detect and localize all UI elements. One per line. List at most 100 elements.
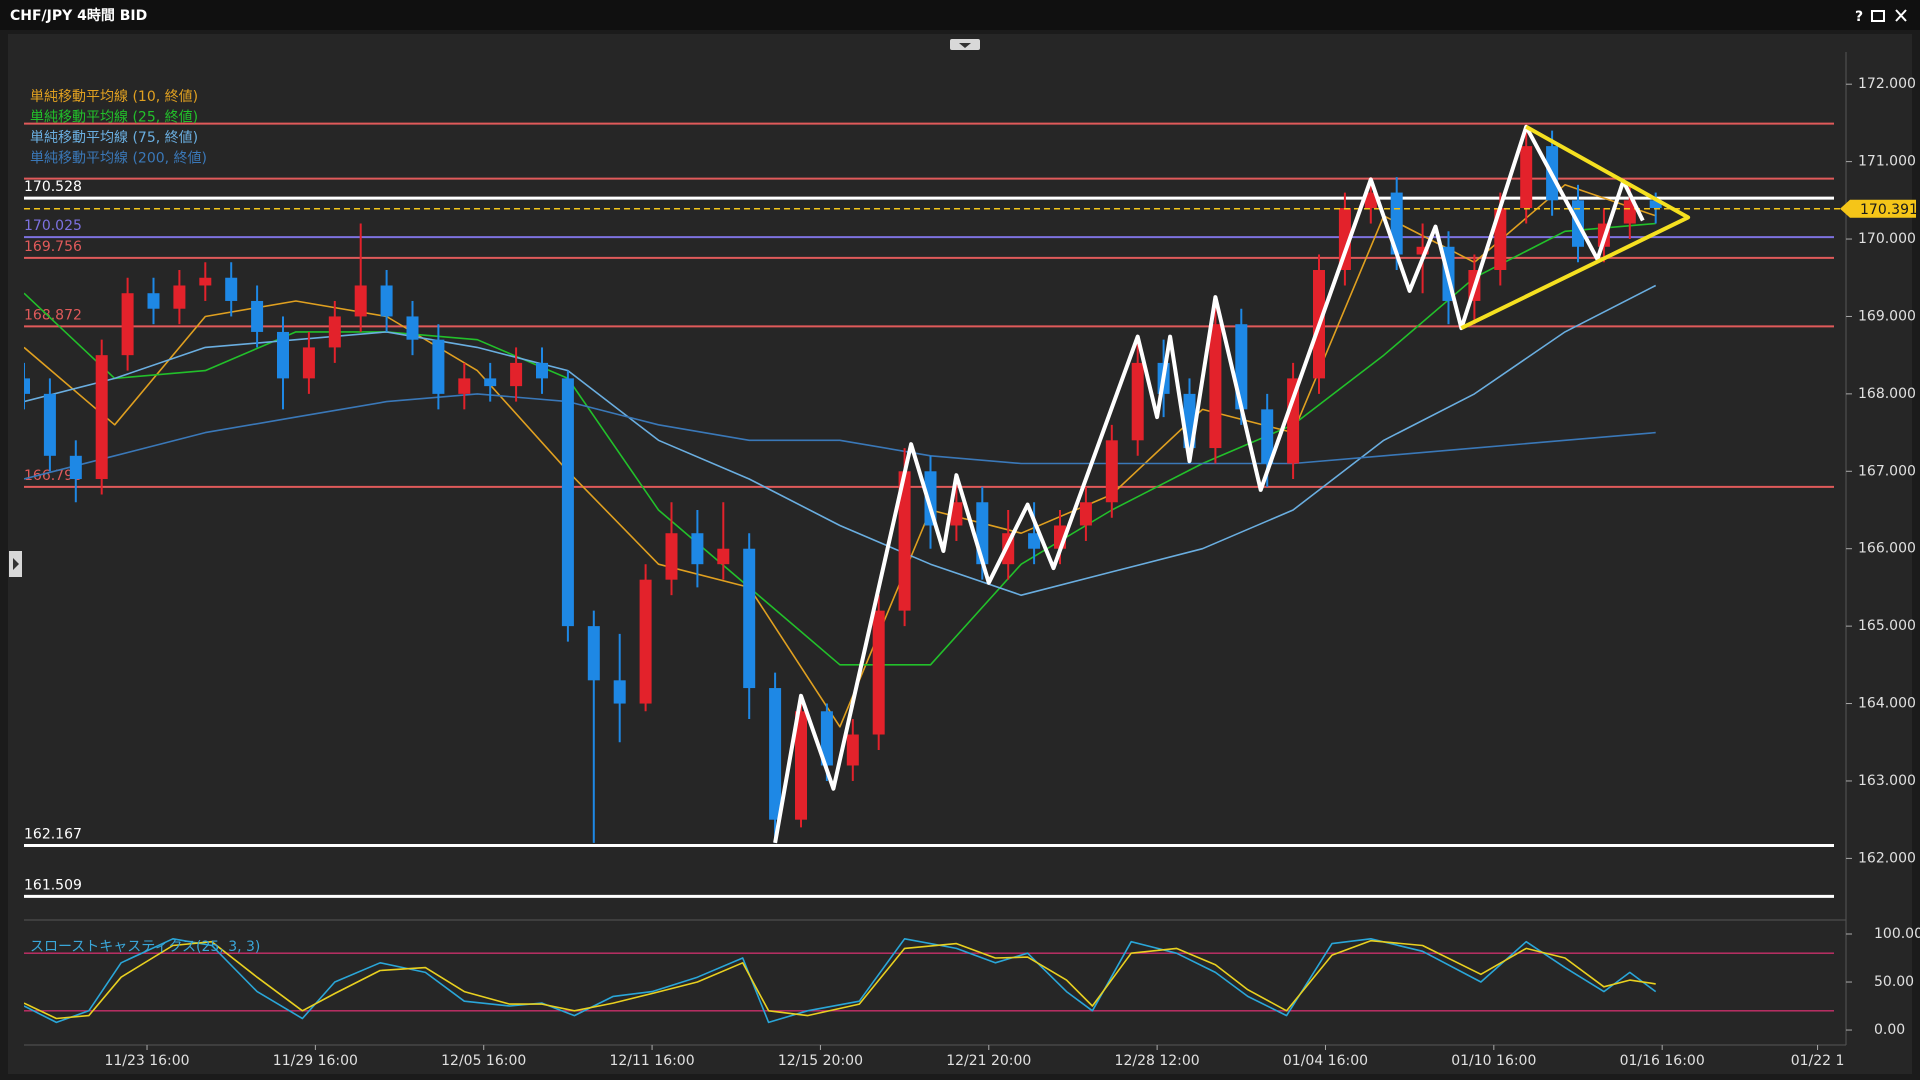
price-level-label: 168.872 [24, 307, 82, 323]
y-tick-label: 0.00 [1874, 1022, 1905, 1038]
price-level-label: 170.025 [24, 218, 82, 234]
candle-body [561, 378, 574, 627]
candle-body [1261, 409, 1274, 464]
y-tick-label: 169.000 [1858, 308, 1916, 324]
candle-body [199, 277, 212, 286]
y-tick-label: 168.000 [1858, 386, 1916, 402]
x-tick-label: 12/21 20:00 [946, 1053, 1031, 1069]
legend-entry: 単純移動平均線 (25, 終値) [30, 110, 198, 126]
y-tick-label: 163.000 [1858, 773, 1916, 789]
y-tick-label: 50.00 [1874, 974, 1914, 990]
candle-body [277, 331, 289, 379]
stochastic-title: スローストキャスティクス(25, 3, 3) [30, 939, 260, 955]
candle-body [1287, 378, 1300, 464]
candle-body [43, 393, 56, 456]
candle-body [354, 285, 367, 317]
candle-body [898, 471, 911, 611]
candle-body [639, 579, 652, 704]
y-tick-label: 167.000 [1858, 463, 1916, 479]
price-level-label: 170.528 [24, 179, 82, 195]
candle-body [950, 502, 963, 526]
candle-body [251, 300, 264, 332]
candle-body [613, 680, 626, 704]
x-tick-label: 11/29 16:00 [273, 1053, 358, 1069]
candle-body [147, 293, 160, 309]
legend-entry: 単純移動平均線 (200, 終値) [30, 151, 207, 167]
candle-body [1494, 208, 1507, 270]
candle-body [173, 285, 186, 309]
price-level-label: 161.509 [24, 877, 82, 893]
current-price-label: 170.391 [1860, 202, 1918, 218]
candle-body [587, 626, 600, 681]
candle-body [1209, 324, 1222, 449]
candle-body [872, 610, 885, 735]
candle-body [1079, 502, 1092, 526]
stochastic-line [24, 939, 1656, 1020]
x-tick-label: 01/16 16:00 [1620, 1053, 1705, 1069]
y-tick-label: 172.000 [1858, 76, 1916, 92]
y-tick-label: 165.000 [1858, 618, 1916, 634]
candle-body [1131, 362, 1144, 441]
candle-body [795, 711, 807, 820]
x-tick-label: 12/28 12:00 [1115, 1053, 1200, 1069]
candle-body [1028, 533, 1041, 549]
candle-body [458, 378, 471, 394]
candle-body [69, 455, 82, 480]
candle-body [1364, 192, 1377, 209]
candle-body [406, 316, 419, 340]
chart-area [8, 34, 1912, 1074]
axes: 170.391 162.000 163.000 164.000 165.000 166.0… [104, 76, 1920, 1069]
candle-body [121, 293, 134, 356]
moving-average [24, 222, 1656, 666]
triangle-pattern [1460, 125, 1691, 330]
y-tick-label: 171.000 [1858, 154, 1916, 170]
candle-body [95, 355, 108, 480]
maximize-button[interactable] [1871, 10, 1885, 22]
candle-body [1623, 200, 1636, 224]
x-tick-label: 11/23 16:00 [104, 1053, 189, 1069]
x-tick-label: 01/04 16:00 [1283, 1053, 1368, 1069]
candle-body [225, 277, 238, 301]
candle-body [743, 548, 756, 689]
window-title: CHF/JPY 4時間 BID [10, 7, 147, 24]
candle-body [1649, 200, 1662, 209]
legend-entry: 単純移動平均線 (75, 終値) [30, 130, 198, 146]
x-tick-label: 01/22 1 [1791, 1053, 1845, 1069]
y-tick-label: 164.000 [1858, 696, 1916, 712]
x-tick-label: 12/15 20:00 [778, 1053, 863, 1069]
candle-body [380, 285, 393, 317]
candle-body [24, 378, 30, 394]
help-button[interactable]: ? [1855, 9, 1863, 25]
candle-body [1416, 246, 1429, 255]
y-tick-label: 100.00 [1874, 926, 1920, 942]
candle-body [302, 347, 315, 379]
candle-body [769, 688, 782, 820]
price-panel: 170.528 170.025 169.756 168.872 166.798 162.1… [24, 89, 1846, 898]
zigzag-pattern [773, 124, 1645, 844]
candle-body [820, 711, 833, 766]
candle-body [691, 533, 704, 565]
close-button[interactable] [1895, 9, 1907, 22]
moving-average [24, 393, 1656, 480]
moving-average [24, 284, 1657, 596]
candle-body [1105, 440, 1118, 503]
candle-body [1338, 208, 1351, 270]
candle-body [665, 533, 678, 580]
price-level-label: 169.756 [24, 239, 82, 255]
x-tick-label: 12/11 16:00 [609, 1053, 694, 1069]
candle-body [328, 316, 341, 348]
candle-body [510, 362, 523, 387]
price-level-label: 166.798 [24, 468, 82, 484]
candle-body [484, 378, 497, 387]
candle-body [536, 362, 548, 379]
x-tick-label: 01/10 16:00 [1451, 1053, 1536, 1069]
legend-entry: 単純移動平均線 (10, 終値) [30, 89, 198, 105]
candle-body [846, 734, 859, 766]
price-level-label: 162.167 [24, 826, 82, 842]
candle-body [1520, 146, 1533, 209]
candle-body [432, 339, 445, 394]
candle-body [717, 548, 730, 565]
current-price-tag [1840, 199, 1916, 218]
